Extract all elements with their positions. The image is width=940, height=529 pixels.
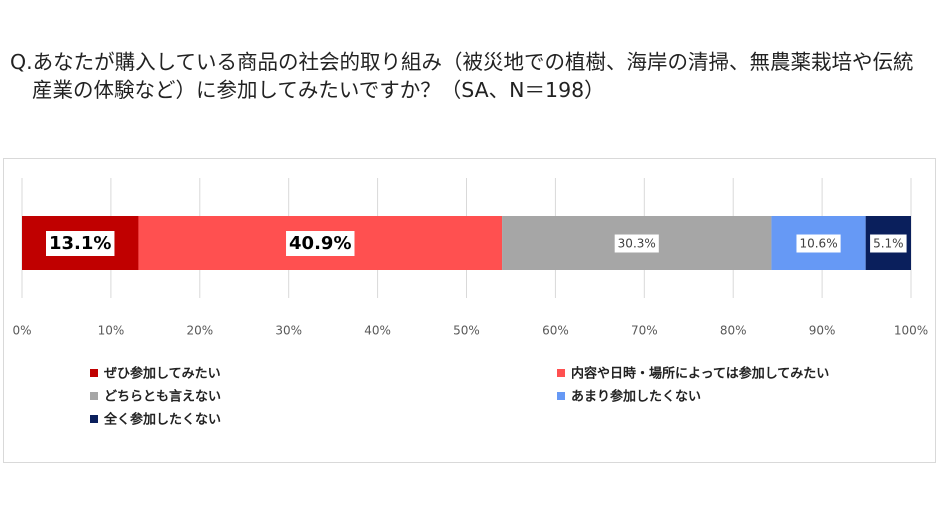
x-tick-label: 100% <box>894 324 928 338</box>
x-tick-label: 70% <box>631 324 658 338</box>
chart-title: Q.あなたが購入している商品の社会的取り組み（被災地での植樹、海岸の清掃、無農薬… <box>10 50 914 102</box>
legend-label: ぜひ参加してみたい <box>104 366 221 382</box>
x-tick-label: 80% <box>720 324 747 338</box>
value-label: 5.1% <box>873 237 904 251</box>
legend-label: 全く参加したくない <box>103 412 221 428</box>
legend-swatch <box>90 415 98 423</box>
legend-swatch <box>90 392 98 400</box>
label-box <box>870 234 907 253</box>
x-tick-label: 30% <box>275 324 302 338</box>
value-label: 30.3% <box>618 237 656 251</box>
legend-swatch <box>90 369 98 377</box>
x-tick-label: 20% <box>186 324 213 338</box>
legend-label: 内容や日時・場所によっては参加してみたい <box>571 366 829 382</box>
value-label: 13.1% <box>49 233 111 254</box>
chart-frame <box>3 158 936 463</box>
value-label: 10.6% <box>799 237 837 251</box>
label-box <box>46 231 115 256</box>
legend-label: どちらとも言えない <box>104 389 221 405</box>
x-tick-label: 10% <box>98 324 125 338</box>
legend-swatch <box>557 369 565 377</box>
legend-swatch <box>557 392 565 400</box>
label-box <box>614 234 659 253</box>
x-tick-label: 90% <box>809 324 836 338</box>
x-tick-label: 50% <box>453 324 480 338</box>
label-box <box>796 234 841 253</box>
x-tick-label: 60% <box>542 324 569 338</box>
value-label: 40.9% <box>289 233 351 254</box>
label-box <box>286 231 355 256</box>
legend-label: あまり参加したくない <box>571 389 701 405</box>
x-tick-label: 0% <box>12 324 31 338</box>
x-tick-label: 40% <box>364 324 391 338</box>
